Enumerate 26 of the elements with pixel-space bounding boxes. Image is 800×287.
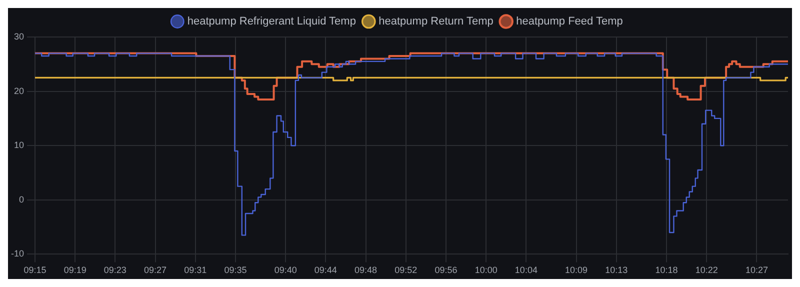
y-tick-label: 20 <box>14 86 24 96</box>
x-tick-label: 09:48 <box>354 265 378 276</box>
x-tick-label: 10:22 <box>695 265 718 276</box>
x-tick-label: 09:40 <box>274 265 297 276</box>
y-tick-label: 0 <box>18 194 24 204</box>
y-tick-label: 10 <box>14 140 24 150</box>
x-tick-label: 09:44 <box>314 265 337 276</box>
legend-label: heatpump Refrigerant Liquid Temp <box>187 16 356 28</box>
x-tick-label: 10:13 <box>605 265 628 276</box>
y-tick-label: 30 <box>14 31 24 42</box>
x-tick-label: 09:31 <box>184 265 207 276</box>
x-tick-label: 09:15 <box>24 265 46 276</box>
x-tick-label: 09:23 <box>104 265 126 276</box>
x-tick-label: 09:35 <box>224 265 247 276</box>
y-tick-label: -10 <box>10 248 24 259</box>
x-tick-label: 10:27 <box>745 265 768 276</box>
x-tick-label: 10:09 <box>565 265 588 276</box>
x-tick-label: 09:27 <box>144 265 167 276</box>
x-tick-label: 09:56 <box>434 265 458 276</box>
x-tick-label: 10:04 <box>514 265 538 276</box>
legend-label: heatpump Return Temp <box>378 16 494 28</box>
legend-label: heatpump Feed Temp <box>516 16 623 28</box>
x-tick-label: 10:00 <box>474 265 498 276</box>
x-tick-label: 09:52 <box>394 265 418 276</box>
x-tick-label: 09:19 <box>64 265 86 276</box>
x-tick-label: 10:18 <box>655 265 678 276</box>
